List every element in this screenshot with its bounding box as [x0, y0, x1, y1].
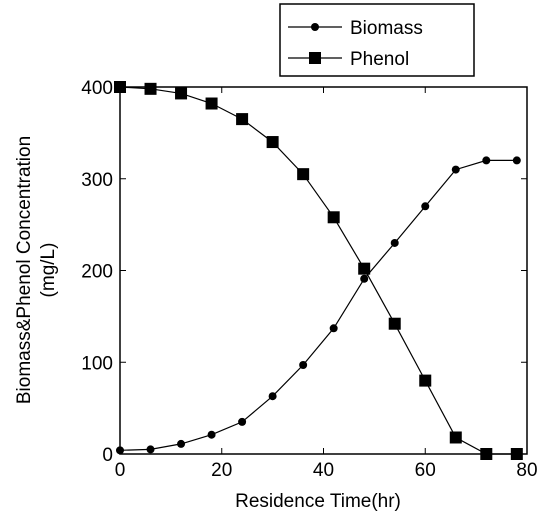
data-point-phenol	[266, 136, 279, 149]
data-point-phenol	[327, 211, 340, 224]
x-axis-title: Residence Time(hr)	[235, 491, 401, 512]
series-line-phenol	[119, 86, 517, 455]
data-point-phenol	[388, 317, 401, 330]
data-point-biomass	[177, 439, 186, 448]
legend: Biomass Phenol	[279, 3, 475, 77]
x-tick-label: 0	[115, 460, 126, 481]
x-tick-label: 60	[415, 460, 436, 481]
x-tick-label: 40	[313, 460, 334, 481]
y-tick-label: 0	[102, 445, 113, 466]
plot-frame	[119, 86, 528, 455]
data-point-biomass	[207, 430, 216, 439]
y-tick-label: 300	[81, 170, 113, 191]
y-tick-label: 100	[81, 353, 113, 374]
data-point-phenol	[419, 374, 432, 387]
data-point-phenol	[297, 168, 310, 181]
data-point-phenol	[175, 87, 188, 100]
data-point-biomass	[238, 417, 247, 426]
data-point-biomass	[512, 156, 521, 165]
legend-label-phenol: Phenol	[350, 49, 409, 70]
data-point-biomass	[146, 445, 155, 454]
data-point-phenol	[480, 448, 493, 460]
x-tick-label: 80	[516, 460, 537, 481]
data-point-phenol	[510, 448, 523, 460]
data-point-biomass	[421, 202, 430, 211]
x-axis: 0 20 40 60 80	[115, 87, 538, 481]
data-point-phenol	[205, 97, 218, 110]
data-point-phenol	[358, 262, 371, 275]
data-point-biomass	[482, 156, 491, 165]
x-tick-label: 20	[211, 460, 232, 481]
data-point-phenol	[236, 113, 249, 126]
legend-label-biomass: Biomass	[350, 18, 423, 39]
plot-area	[119, 86, 528, 455]
legend-marker-biomass	[311, 23, 319, 31]
series-group	[114, 81, 523, 460]
data-point-biomass	[299, 361, 308, 370]
data-point-biomass	[116, 446, 124, 455]
y-tick-label: 200	[81, 262, 113, 283]
data-point-biomass	[329, 324, 338, 333]
data-point-biomass	[268, 392, 277, 401]
legend-marker-phenol	[309, 52, 321, 64]
data-point-biomass	[360, 274, 369, 283]
data-point-phenol	[144, 82, 157, 95]
data-point-biomass	[451, 165, 460, 174]
data-point-phenol	[449, 431, 462, 444]
y-axis: 0 100 200 300 400	[81, 78, 527, 466]
y-axis-title: Biomass&Phenol Concentration (mg/L)	[14, 136, 59, 404]
y-axis-title-line-2: (mg/L)	[38, 243, 59, 298]
y-tick-label: 400	[81, 78, 113, 99]
data-point-biomass	[390, 238, 399, 247]
y-axis-title-line-1: Biomass&Phenol Concentration	[14, 136, 35, 404]
series-line-biomass	[119, 159, 517, 451]
data-point-phenol	[114, 81, 126, 93]
